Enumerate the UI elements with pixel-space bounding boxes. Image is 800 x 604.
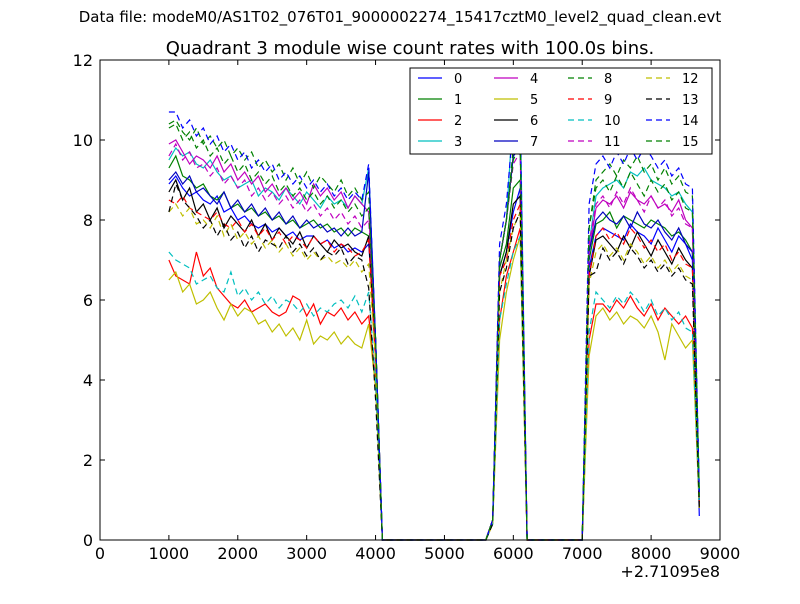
- x-tick-label: 6000: [493, 544, 534, 563]
- y-tick-label: 2: [83, 451, 93, 470]
- legend-label-0: 0: [454, 72, 462, 87]
- series-line-9: [168, 194, 700, 541]
- legend-label-14: 14: [682, 114, 699, 129]
- x-tick-label: 5000: [424, 544, 465, 563]
- legend-label-8: 8: [604, 72, 612, 87]
- series-line-6: [168, 178, 700, 541]
- legend-label-5: 5: [530, 93, 538, 108]
- x-tick-label: 8000: [631, 544, 672, 563]
- legend-box: [409, 67, 713, 155]
- legend-label-9: 9: [604, 93, 612, 108]
- x-tick-label: 4000: [355, 544, 396, 563]
- y-tick-label: 10: [73, 131, 93, 150]
- legend-label-4: 4: [530, 72, 538, 87]
- x-axis-offset-label: +2.71095e8: [620, 562, 720, 581]
- series-line-0: [168, 174, 700, 541]
- series-line-7: [168, 146, 700, 541]
- series-line-15: [168, 123, 700, 541]
- legend-label-15: 15: [682, 135, 699, 150]
- y-tick-label: 6: [83, 291, 93, 310]
- legend-label-10: 10: [604, 114, 621, 129]
- x-tick-label: 1000: [149, 544, 190, 563]
- legend-label-12: 12: [682, 72, 699, 87]
- legend-label-13: 13: [682, 93, 699, 108]
- x-tick-label: 0: [95, 544, 105, 563]
- series-line-5: [168, 235, 700, 541]
- x-tick-label: 9000: [700, 544, 741, 563]
- series-line-14: [168, 111, 700, 541]
- series-line-10: [168, 235, 700, 541]
- x-tick-label: 7000: [562, 544, 603, 563]
- series-line-4: [168, 139, 700, 541]
- legend-label-3: 3: [454, 135, 462, 150]
- legend-label-11: 11: [604, 135, 621, 150]
- legend-label-1: 1: [454, 93, 462, 108]
- y-tick-label: 8: [83, 211, 93, 230]
- series-line-2: [168, 227, 700, 541]
- ticks-layer: 0 1000 2000 3000 4000 5000 6000 7000 8000 9000 0 2 4…: [73, 51, 741, 563]
- y-tick-label: 0: [83, 531, 93, 550]
- series-line-1: [168, 154, 700, 541]
- series-line-11: [168, 142, 700, 541]
- series-layer: [168, 102, 700, 541]
- chart-title: Quadrant 3 module wise count rates with …: [166, 38, 655, 59]
- y-tick-label: 12: [73, 51, 93, 70]
- y-tick-label: 4: [83, 371, 93, 390]
- x-tick-label: 2000: [217, 544, 258, 563]
- series-line-12: [168, 202, 700, 541]
- x-tick-label: 3000: [286, 544, 327, 563]
- legend-label-6: 6: [530, 114, 538, 129]
- legend-label-2: 2: [454, 114, 462, 129]
- figure-suptitle: Data file: modeM0/AS1T02_076T01_90000022…: [78, 8, 722, 26]
- legend-label-7: 7: [530, 135, 538, 150]
